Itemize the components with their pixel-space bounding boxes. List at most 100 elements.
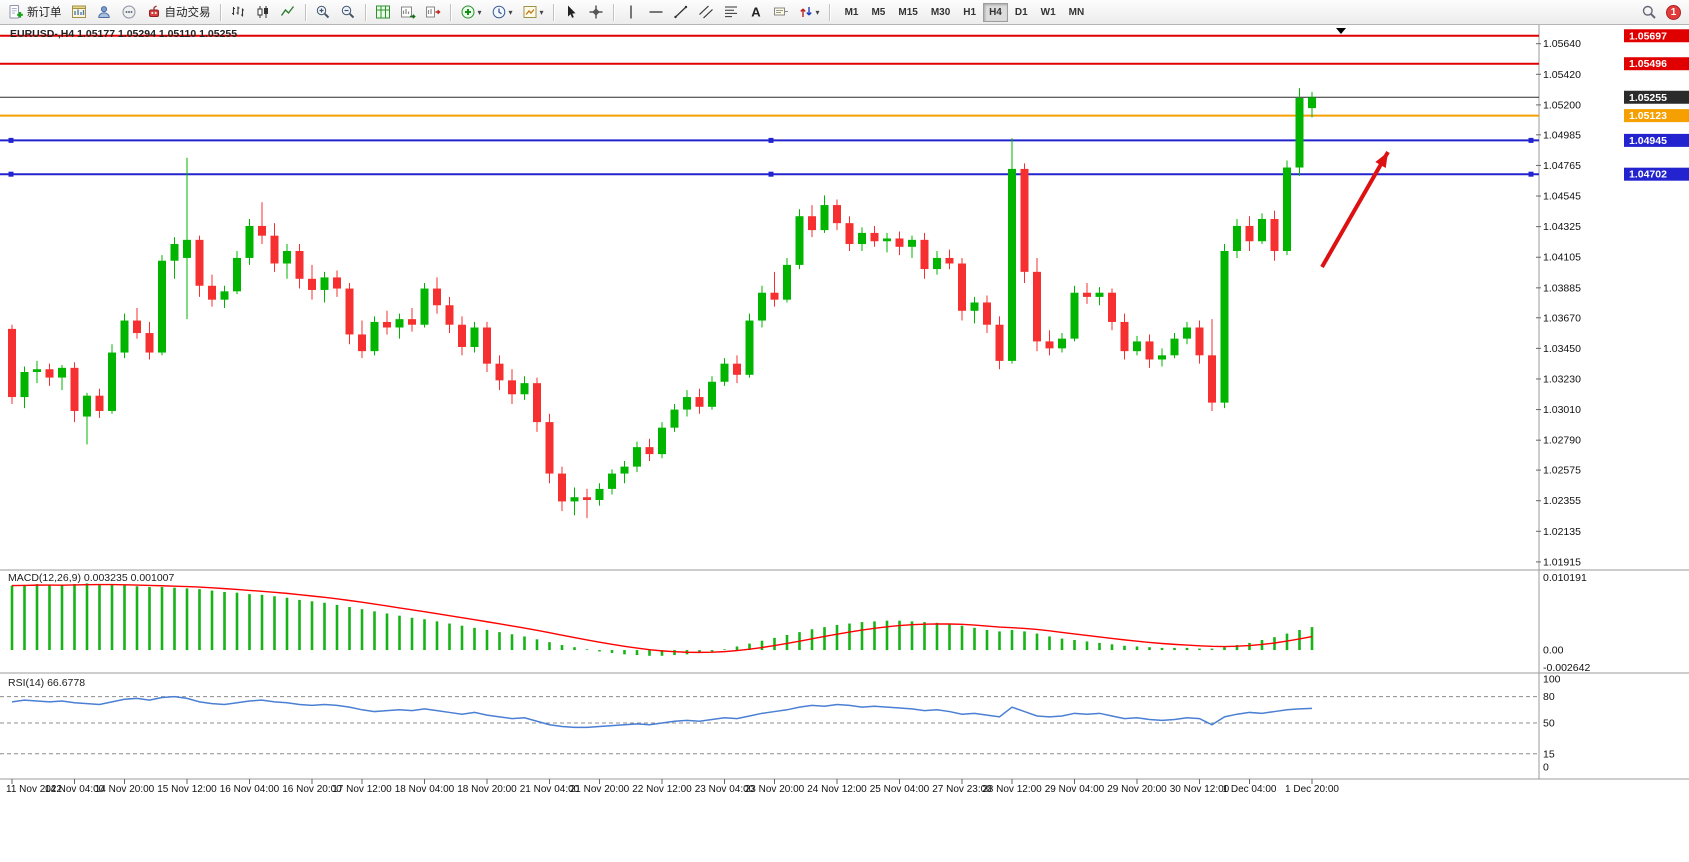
label-tool-button[interactable] xyxy=(769,2,793,23)
svg-text:1.03230: 1.03230 xyxy=(1543,373,1581,385)
svg-text:14 Nov 20:00: 14 Nov 20:00 xyxy=(95,784,155,795)
toolbar-separator xyxy=(449,3,451,21)
svg-text:1.03450: 1.03450 xyxy=(1543,343,1581,355)
zoom-out-button[interactable] xyxy=(336,2,360,23)
tile-windows-icon xyxy=(375,5,390,19)
autotrade-button[interactable]: 自动交易 xyxy=(142,2,215,23)
horizontal-line-button[interactable] xyxy=(644,2,668,23)
svg-text:1.05420: 1.05420 xyxy=(1543,69,1581,81)
indicators-button[interactable]: ▾ xyxy=(456,2,486,23)
svg-text:100: 100 xyxy=(1543,674,1561,686)
svg-text:16 Nov 20:00: 16 Nov 20:00 xyxy=(282,784,342,795)
arrows-tool-button[interactable]: ▾ xyxy=(794,2,824,23)
new-order-button[interactable]: 新订单 xyxy=(4,2,66,23)
svg-text:1.03885: 1.03885 xyxy=(1543,282,1581,294)
svg-text:1.02135: 1.02135 xyxy=(1543,526,1581,538)
timeframe-mn-button[interactable]: MN xyxy=(1063,3,1091,22)
svg-text:24 Nov 12:00: 24 Nov 12:00 xyxy=(807,784,867,795)
svg-text:1.04325: 1.04325 xyxy=(1543,221,1581,233)
fibonacci-icon xyxy=(724,6,737,18)
svg-text:11 Nov 2022: 11 Nov 2022 xyxy=(6,784,62,795)
timeframe-w1-button[interactable]: W1 xyxy=(1035,3,1062,22)
timeframe-h1-button[interactable]: H1 xyxy=(957,3,982,22)
channel-button[interactable] xyxy=(694,2,718,23)
svg-text:29 Nov 04:00: 29 Nov 04:00 xyxy=(1045,784,1105,795)
timeframe-m1-button[interactable]: M1 xyxy=(839,3,865,22)
timeframe-d1-button[interactable]: D1 xyxy=(1009,3,1034,22)
chevron-down-icon: ▾ xyxy=(477,7,482,17)
tile-windows-button[interactable] xyxy=(371,2,395,23)
cursor-button[interactable] xyxy=(559,2,583,23)
periods-button[interactable]: ▾ xyxy=(487,2,517,23)
fibonacci-button[interactable] xyxy=(719,2,743,23)
community-button[interactable] xyxy=(117,2,141,23)
chevron-down-icon: ▾ xyxy=(508,7,513,17)
timeframe-toolbar: M1 M5 M15 M30 H1 H4 D1 W1 MN xyxy=(839,2,1091,22)
templates-button[interactable]: ▾ xyxy=(518,2,548,23)
zoom-out-icon xyxy=(341,5,354,19)
svg-text:1.04105: 1.04105 xyxy=(1543,252,1581,264)
candles-mode-button[interactable] xyxy=(251,2,275,23)
svg-text:A: A xyxy=(751,5,761,20)
autoscroll-icon xyxy=(400,6,416,19)
svg-text:1.01915: 1.01915 xyxy=(1543,556,1581,568)
svg-text:21 Nov 04:00: 21 Nov 04:00 xyxy=(520,784,580,795)
zoom-in-button[interactable] xyxy=(311,2,335,23)
svg-text:80: 80 xyxy=(1543,691,1555,703)
search-button[interactable] xyxy=(1637,2,1661,23)
svg-text:1.04702: 1.04702 xyxy=(1629,169,1667,181)
profile-icon xyxy=(97,6,110,18)
candles-mode-icon xyxy=(257,6,268,18)
main-toolbar: 新订单 自动交易 ▾ xyxy=(0,0,1689,25)
trendline-button[interactable] xyxy=(669,2,693,23)
chart-window-button[interactable] xyxy=(67,2,91,23)
svg-text:1.04765: 1.04765 xyxy=(1543,160,1581,172)
horizontal-line-icon xyxy=(649,11,663,13)
toolbar-separator xyxy=(219,3,221,21)
periods-icon xyxy=(492,5,505,19)
vertical-line-button[interactable] xyxy=(619,2,643,23)
bars-mode-button[interactable] xyxy=(226,2,250,23)
zoom-in-icon xyxy=(316,5,329,19)
svg-text:1 Dec 04:00: 1 Dec 04:00 xyxy=(1223,784,1277,795)
chart-shift-button[interactable] xyxy=(421,2,445,23)
autoscroll-button[interactable] xyxy=(396,2,420,23)
text-tool-button[interactable]: A xyxy=(744,2,768,23)
profile-button[interactable] xyxy=(92,2,116,23)
crosshair-button[interactable] xyxy=(584,2,608,23)
templates-icon xyxy=(523,6,537,18)
timeframe-m5-button[interactable]: M5 xyxy=(865,3,891,22)
svg-text:21 Nov 20:00: 21 Nov 20:00 xyxy=(570,784,630,795)
svg-text:29 Nov 20:00: 29 Nov 20:00 xyxy=(1107,784,1167,795)
chart-canvas[interactable]: 1.05640 1.05420 1.05200 1.04985 1.04765 1.045… xyxy=(0,25,1689,862)
search-icon xyxy=(1642,5,1656,19)
autotrade-icon xyxy=(148,5,159,17)
timeframe-h4-button[interactable]: H4 xyxy=(983,2,1008,22)
toolbar-separator xyxy=(828,3,830,21)
timeframe-m15-button[interactable]: M15 xyxy=(892,3,923,22)
svg-text:27 Nov 23:00: 27 Nov 23:00 xyxy=(932,784,992,795)
svg-text:25 Nov 04:00: 25 Nov 04:00 xyxy=(870,784,930,795)
line-mode-icon xyxy=(280,6,294,16)
text-icon: A xyxy=(751,5,761,20)
cursor-icon xyxy=(567,5,576,18)
svg-text:28 Nov 12:00: 28 Nov 12:00 xyxy=(982,784,1042,795)
new-order-label: 新订单 xyxy=(27,7,62,19)
svg-text:1.05255: 1.05255 xyxy=(1629,92,1667,104)
line-mode-button[interactable] xyxy=(276,2,300,23)
timeframe-m30-button[interactable]: M30 xyxy=(925,3,956,22)
toolbar-separator xyxy=(552,3,554,21)
toolbar-separator xyxy=(304,3,306,21)
svg-text:1.05200: 1.05200 xyxy=(1543,99,1581,111)
chevron-down-icon: ▾ xyxy=(815,7,820,17)
svg-text:1.05123: 1.05123 xyxy=(1629,110,1667,122)
svg-text:15: 15 xyxy=(1543,748,1555,760)
svg-text:17 Nov 12:00: 17 Nov 12:00 xyxy=(332,784,392,795)
notification-badge[interactable]: 1 xyxy=(1666,4,1681,20)
svg-text:23 Nov 20:00: 23 Nov 20:00 xyxy=(745,784,805,795)
svg-text:1.04545: 1.04545 xyxy=(1543,191,1581,203)
autotrade-label: 自动交易 xyxy=(164,7,211,19)
svg-text:1.04985: 1.04985 xyxy=(1543,129,1581,141)
chart-window-icon xyxy=(71,5,86,18)
vertical-line-icon xyxy=(629,5,632,19)
